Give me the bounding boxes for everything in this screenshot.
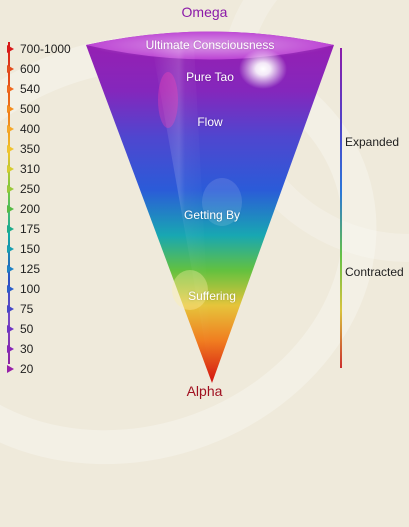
- scale-marker-icon: [7, 225, 14, 233]
- scale-label: 310: [20, 162, 41, 176]
- scale-marker-icon: [7, 185, 14, 193]
- spark-icon: [239, 49, 287, 89]
- scale-label: 50: [20, 322, 34, 336]
- scale-marker-icon: [7, 205, 14, 213]
- cone-stage-suffering: Suffering: [188, 289, 236, 303]
- scale-label: 175: [20, 222, 41, 236]
- cone-stage-pure-tao: Pure Tao: [186, 70, 234, 84]
- scale-label: 30: [20, 342, 34, 356]
- scale-marker-icon: [7, 325, 14, 333]
- scale-label: 500: [20, 102, 41, 116]
- scale-marker-icon: [7, 125, 14, 133]
- scale-item-500: 500: [0, 102, 64, 118]
- scale-item-250: 250: [0, 182, 64, 198]
- cone-svg: [86, 31, 334, 383]
- scale-item-100: 100: [0, 282, 64, 298]
- consciousness-cone: Ultimate Consciousness Pure Tao Flow Get…: [86, 31, 334, 383]
- scale-item-175: 175: [0, 222, 64, 238]
- state-axis-line: [340, 48, 342, 368]
- scale-marker-icon: [7, 245, 14, 253]
- warm-glow-icon: [172, 270, 208, 310]
- pink-light-icon: [158, 72, 178, 128]
- scale-label: 400: [20, 122, 41, 136]
- scale-label: 75: [20, 302, 34, 316]
- scale-item-20: 20: [0, 362, 64, 378]
- contracted-label: Contracted: [345, 265, 404, 279]
- scale-label: 600: [20, 62, 41, 76]
- scale-item-310: 310: [0, 162, 64, 178]
- scale-item-400: 400: [0, 122, 64, 138]
- scale-marker-icon: [7, 105, 14, 113]
- scale-line: [8, 42, 10, 364]
- cone-highlight: [152, 46, 212, 383]
- scale-marker-icon: [7, 345, 14, 353]
- scale-label: 250: [20, 182, 41, 196]
- scale-label: 125: [20, 262, 41, 276]
- scale-marker-icon: [7, 145, 14, 153]
- scale-marker-icon: [7, 265, 14, 273]
- scale-item-350: 350: [0, 142, 64, 158]
- alpha-title: Alpha: [186, 383, 223, 399]
- scale-marker-icon: [7, 45, 14, 53]
- scale-label: 350: [20, 142, 41, 156]
- scale-marker-icon: [7, 305, 14, 313]
- scale-marker-icon: [7, 65, 14, 73]
- scale-item-75: 75: [0, 302, 64, 318]
- scale-item-150: 150: [0, 242, 64, 258]
- scale-item-30: 30: [0, 342, 64, 358]
- scale-item-50: 50: [0, 322, 64, 338]
- scale-item-125: 125: [0, 262, 64, 278]
- scale-marker-icon: [7, 85, 14, 93]
- cone-stage-ultimate-consciousness: Ultimate Consciousness: [145, 38, 275, 52]
- scale-item-600: 600: [0, 62, 64, 78]
- scale-label: 540: [20, 82, 41, 96]
- scale-label: 700-1000: [20, 42, 71, 56]
- scale-marker-icon: [7, 285, 14, 293]
- scale-item-200: 200: [0, 202, 64, 218]
- scale-label: 100: [20, 282, 41, 296]
- green-glow-icon: [202, 178, 242, 226]
- cone-stage-flow: Flow: [197, 115, 223, 129]
- consciousness-scale: 700-1000 600 540 500 400 350 310 250 200…: [0, 42, 71, 382]
- scale-label: 200: [20, 202, 41, 216]
- scale-label: 150: [20, 242, 41, 256]
- scale-marker-icon: [7, 365, 14, 373]
- expanded-label: Expanded: [345, 135, 400, 149]
- scale-item-540: 540: [0, 82, 64, 98]
- omega-title: Omega: [181, 4, 228, 20]
- scale-label: 20: [20, 362, 34, 376]
- cone-stage-getting-by: Getting By: [183, 208, 241, 222]
- scale-marker-icon: [7, 165, 14, 173]
- scale-item-700-1000: 700-1000: [0, 42, 71, 58]
- cone-body: [86, 31, 334, 383]
